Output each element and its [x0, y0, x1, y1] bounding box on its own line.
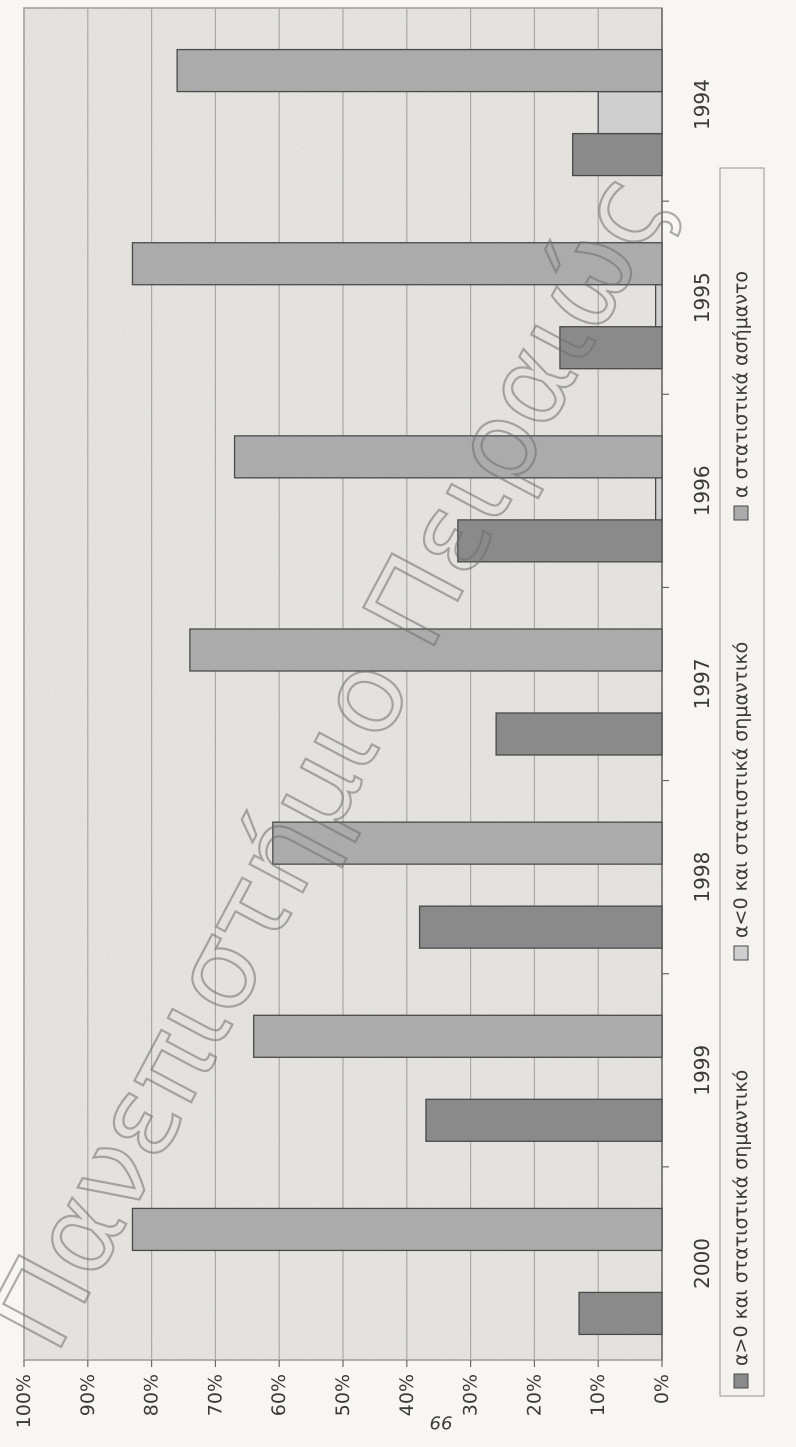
value-tick-label: 0% [651, 1374, 673, 1404]
legend-swatch [733, 505, 749, 521]
value-tick-label: 50% [332, 1374, 354, 1416]
value-tick-label: 90% [77, 1374, 99, 1416]
value-tick-label: 70% [204, 1374, 226, 1416]
category-label: 1997 [690, 659, 714, 710]
bar-1997-series-3 [189, 628, 663, 672]
value-tick-label: 80% [141, 1374, 163, 1416]
category-label: 1999 [690, 1045, 714, 1096]
bar-1996-series-2 [654, 477, 663, 521]
bar-1994-series-2 [597, 90, 663, 135]
bar-2000-series-3 [131, 1207, 663, 1252]
category-label: 1995 [690, 272, 714, 323]
value-tick-label: 100% [13, 1374, 35, 1428]
bar-1997-series-1 [495, 712, 663, 756]
bar-1996-series-1 [457, 519, 663, 563]
value-tick-label: 20% [523, 1374, 545, 1416]
bar-1994-series-1 [572, 132, 663, 177]
bar-1995-series-3 [131, 242, 663, 286]
value-tick-label: 60% [268, 1374, 290, 1416]
legend-swatch [733, 945, 749, 961]
bar-1998-series-1 [418, 905, 663, 949]
value-tick-label: 40% [396, 1374, 418, 1416]
legend-swatch [733, 1373, 749, 1389]
value-tick-label: 30% [460, 1374, 482, 1416]
category-label: 2000 [690, 1238, 714, 1289]
legend-label: α>0 και στατιστικά σημαντικό [730, 1070, 752, 1366]
bar-1999-series-3 [253, 1014, 663, 1058]
bar-1998-series-3 [272, 821, 663, 865]
legend-label: α<0 και στατιστικά σημαντικό [730, 642, 752, 938]
bar-1999-series-1 [425, 1098, 663, 1142]
category-label: 1994 [690, 79, 714, 130]
category-label: 1996 [690, 465, 714, 516]
category-label: 1998 [690, 852, 714, 903]
bar-1995-series-2 [654, 284, 663, 328]
bar-1994-series-3 [176, 48, 663, 93]
legend-label: α στατιστικά ασήμαντο [730, 271, 752, 498]
bar-1996-series-3 [233, 435, 663, 479]
page-marker: 99 [430, 1412, 453, 1433]
bar-2000-series-1 [578, 1291, 663, 1336]
value-tick-label: 10% [587, 1374, 609, 1416]
legend-box [719, 167, 765, 1397]
bar-1995-series-1 [559, 326, 663, 370]
